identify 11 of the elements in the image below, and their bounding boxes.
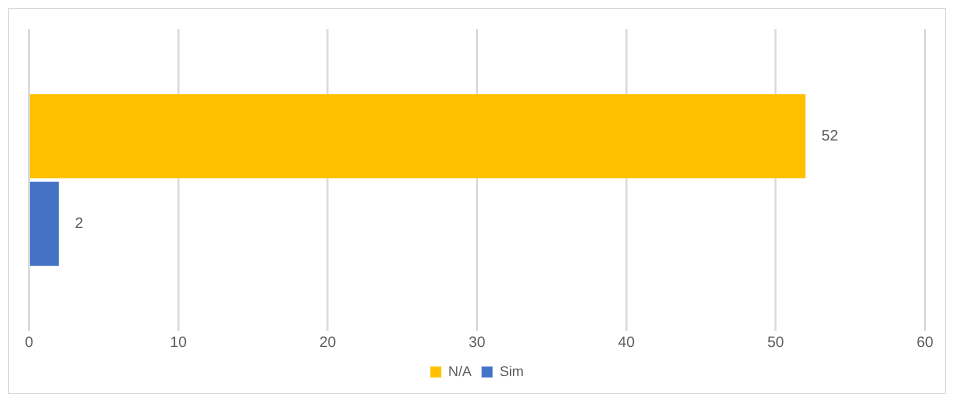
x-tick-label: 0: [24, 334, 34, 352]
x-tick-label: 10: [170, 334, 187, 352]
x-tick-label: 50: [767, 334, 784, 352]
x-tick-label: 60: [916, 334, 934, 352]
data-label: 2: [74, 214, 84, 232]
legend-label: Sim: [500, 362, 524, 379]
x-tick-label: 40: [618, 334, 635, 352]
x-tick-label: 20: [319, 334, 336, 352]
x-tick-label: 30: [468, 334, 486, 352]
data-label: 52: [822, 127, 838, 144]
legend-label: N/A: [448, 362, 472, 379]
